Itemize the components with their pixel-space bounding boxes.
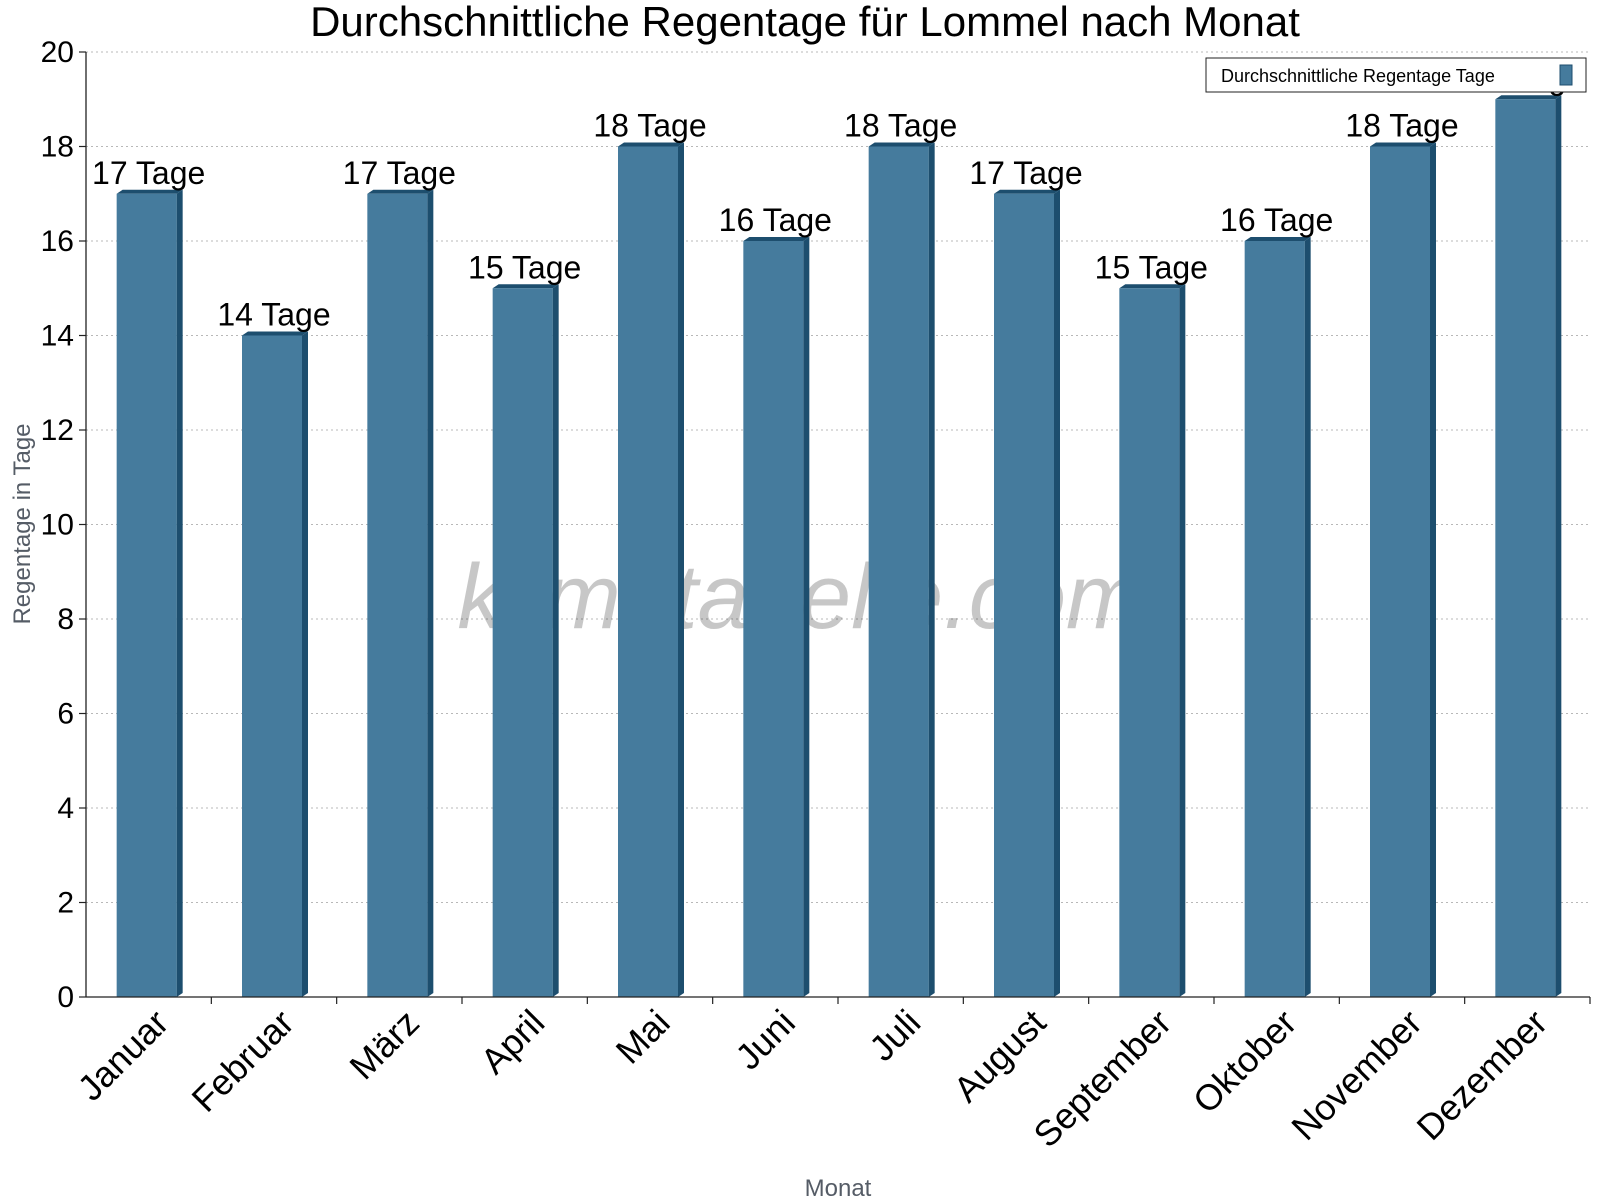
data-label: 14 Tage xyxy=(217,297,330,333)
bar xyxy=(242,331,308,997)
bar-top-face xyxy=(743,237,810,241)
legend-label: Durchschnittliche Regentage Tage xyxy=(1221,66,1495,86)
data-label: 17 Tage xyxy=(969,155,1082,191)
y-tick-label: 6 xyxy=(57,698,74,731)
bar xyxy=(743,237,810,997)
bar xyxy=(1495,95,1562,997)
bar-top-face xyxy=(116,189,183,194)
bar-side-face xyxy=(928,142,935,997)
bar-top-face xyxy=(1119,284,1186,289)
bar-front-face xyxy=(618,146,678,997)
grid-lines xyxy=(86,51,1590,903)
bar-top-face xyxy=(1370,142,1436,147)
bar-top-face xyxy=(242,331,308,336)
bar-top-face xyxy=(618,142,684,147)
bar-side-face xyxy=(1054,189,1060,997)
x-tick-label: Juni xyxy=(727,1002,803,1078)
x-axis-title: Monat xyxy=(805,1175,872,1200)
y-tick-label: 14 xyxy=(41,320,74,353)
x-tick-label: März xyxy=(341,1002,427,1088)
x-tick-label: November xyxy=(1283,1002,1429,1148)
legend-box xyxy=(1205,57,1587,93)
bar-front-face xyxy=(492,288,553,997)
legend: Durchschnittliche Regentage Tage xyxy=(1205,57,1587,93)
bar xyxy=(868,142,935,997)
y-tick-label: 18 xyxy=(41,131,74,164)
legend-swatch xyxy=(1559,64,1573,86)
bar-front-face xyxy=(1370,146,1430,997)
bar xyxy=(1244,237,1311,997)
y-tick-label: 4 xyxy=(57,792,74,825)
y-tick-label: 8 xyxy=(57,603,74,636)
data-label: 18 Tage xyxy=(1345,108,1458,144)
x-tick-label: September xyxy=(1025,1002,1179,1156)
x-tick-label: April xyxy=(472,1002,552,1082)
y-tick-label: 2 xyxy=(57,887,74,920)
x-tick-label: Januar xyxy=(69,1002,176,1109)
x-tick-label: Februar xyxy=(184,1002,302,1120)
bar-top-face xyxy=(1244,237,1311,241)
bar-top-face xyxy=(994,189,1060,194)
bar-top-face xyxy=(367,189,434,194)
bar xyxy=(116,189,183,997)
x-tick-label: Dezember xyxy=(1409,1002,1555,1148)
bar-side-face xyxy=(678,142,684,997)
bar xyxy=(492,284,559,997)
bar-top-face xyxy=(868,142,935,147)
bar xyxy=(994,189,1060,997)
y-axis-title: Regentage in Tage xyxy=(9,423,36,624)
bar xyxy=(618,142,684,997)
data-label: 16 Tage xyxy=(719,202,832,238)
bar-front-face xyxy=(994,193,1054,997)
bar xyxy=(367,189,434,997)
bar-front-face xyxy=(242,335,302,997)
bar xyxy=(1370,142,1436,997)
bar-top-face xyxy=(492,284,559,289)
data-label: 16 Tage xyxy=(1220,202,1333,238)
bar-front-face xyxy=(1495,99,1556,997)
bar-series xyxy=(116,95,1562,997)
bar-side-face xyxy=(552,284,559,997)
bar-top-face xyxy=(1495,95,1562,100)
x-tick-label: August xyxy=(945,1002,1053,1110)
y-tick-label: 12 xyxy=(41,414,74,447)
axes xyxy=(79,51,1591,1004)
data-label: 17 Tage xyxy=(92,155,205,191)
y-tick-label: 20 xyxy=(41,36,74,69)
bar-front-face xyxy=(367,193,428,997)
y-tick-labels: 0 2 4 6 8 10 12 14 16 18 20 xyxy=(41,36,74,1014)
data-labels: 17 Tage 14 Tage 17 Tage 15 Tage 18 Tage 16 Ta… xyxy=(92,60,1584,332)
y-tick-label: 0 xyxy=(57,981,74,1014)
data-label: 17 Tage xyxy=(343,155,456,191)
chart-title: Durchschnittliche Regentage für Lommel n… xyxy=(310,0,1300,45)
y-tick-label: 16 xyxy=(41,225,74,258)
data-label: 18 Tage xyxy=(593,108,706,144)
bar-side-face xyxy=(1179,284,1186,997)
data-label: 18 Tage xyxy=(844,108,957,144)
y-tick-label: 10 xyxy=(41,509,74,542)
x-tick-label: Oktober xyxy=(1185,1002,1305,1122)
bar-side-face xyxy=(302,331,308,997)
bar-side-face xyxy=(1430,142,1436,997)
bar-front-face xyxy=(868,146,929,997)
x-tick-labels: Januar Februar März April Mai Juni Juli AugustS… xyxy=(69,1002,1555,1156)
bar-side-face xyxy=(176,189,183,997)
bar-front-face xyxy=(743,241,804,997)
bar-side-face xyxy=(803,237,810,997)
x-tick-label: Juli xyxy=(861,1002,928,1069)
data-label: 15 Tage xyxy=(1095,249,1208,285)
bar-side-face xyxy=(427,189,434,997)
bar-front-face xyxy=(116,193,177,997)
x-tick-label: Mai xyxy=(608,1002,678,1072)
bar-front-face xyxy=(1244,241,1305,997)
bar xyxy=(1119,284,1186,997)
bar-front-face xyxy=(1119,288,1180,997)
data-label: 15 Tage xyxy=(468,249,581,285)
bar-side-face xyxy=(1555,95,1562,997)
bar-side-face xyxy=(1304,237,1311,997)
